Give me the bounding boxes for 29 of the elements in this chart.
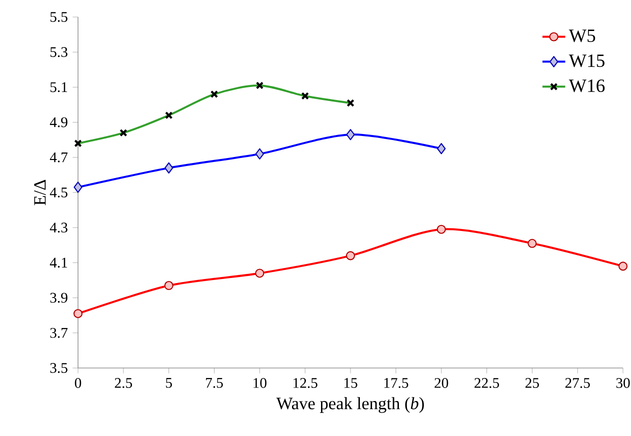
y-tick-label: 4.7 bbox=[50, 152, 68, 162]
x-tick-label: 5 bbox=[166, 378, 172, 388]
y-tick-label: 4.3 bbox=[50, 222, 68, 233]
x-tick-label: 17.5 bbox=[384, 378, 408, 388]
legend-label: W15 bbox=[568, 54, 604, 68]
x-tick-label: 7.5 bbox=[206, 378, 223, 388]
x-tick-label: 30 bbox=[616, 378, 630, 388]
y-tick-label: 5.5 bbox=[50, 12, 68, 22]
y-tick-label: 3.7 bbox=[50, 328, 68, 338]
y-tick-label: 4.9 bbox=[50, 117, 68, 128]
y-tick-label: 3.9 bbox=[50, 292, 68, 303]
x-tick-label: 27.5 bbox=[565, 378, 590, 388]
x-tick-label: 20 bbox=[434, 378, 448, 388]
legend-label: W16 bbox=[568, 80, 605, 92]
x-axis-title: Wave peak length (b) bbox=[276, 397, 424, 413]
y-tick-label: 5.3 bbox=[50, 47, 68, 58]
x-tick-label: 10 bbox=[254, 378, 266, 388]
y-axis-title: E/Δ bbox=[34, 180, 46, 206]
x-tick-label: 12.5 bbox=[294, 378, 318, 388]
y-tick-label: 5.1 bbox=[50, 82, 68, 92]
x-tick-label: 15 bbox=[344, 378, 358, 388]
legend-label: W5 bbox=[568, 30, 596, 42]
x-tick-label: 22.5 bbox=[474, 378, 500, 388]
x-tick-label: 0 bbox=[74, 378, 82, 388]
x-tick-label: 2.5 bbox=[114, 378, 132, 388]
x-tick-label: 25 bbox=[525, 378, 539, 388]
y-tick-label: 4.1 bbox=[50, 258, 68, 268]
y-tick-label: 3.5 bbox=[50, 363, 68, 373]
y-tick-label: 4.5 bbox=[50, 188, 68, 198]
